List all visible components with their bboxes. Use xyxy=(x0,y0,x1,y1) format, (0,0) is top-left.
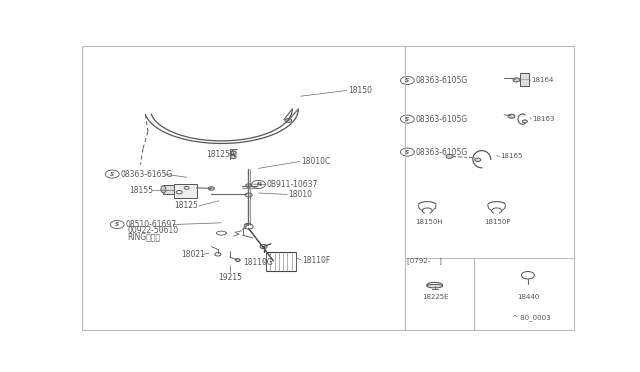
Text: 0B911-10637: 0B911-10637 xyxy=(267,180,318,189)
Text: 18150H: 18150H xyxy=(415,219,442,225)
Text: 18165: 18165 xyxy=(500,153,523,159)
Circle shape xyxy=(236,259,240,262)
Text: 08363-6105G: 08363-6105G xyxy=(416,115,468,124)
Text: S: S xyxy=(110,171,115,177)
Circle shape xyxy=(285,119,292,122)
Text: RINGリング: RINGリング xyxy=(127,232,160,241)
Text: 00922-50610: 00922-50610 xyxy=(127,226,179,235)
Text: 18150P: 18150P xyxy=(484,219,511,225)
Circle shape xyxy=(184,186,189,189)
Text: [0792-    ]: [0792- ] xyxy=(408,257,442,264)
Text: 18125: 18125 xyxy=(174,201,198,211)
Text: S: S xyxy=(405,116,410,122)
Ellipse shape xyxy=(427,284,443,288)
Text: 08363-6105G: 08363-6105G xyxy=(416,76,468,85)
Text: N: N xyxy=(256,182,261,187)
Circle shape xyxy=(246,184,252,187)
Circle shape xyxy=(522,272,534,279)
Circle shape xyxy=(176,190,182,194)
Circle shape xyxy=(209,187,214,190)
Circle shape xyxy=(230,155,236,158)
Circle shape xyxy=(252,180,266,189)
Text: 08510-61697: 08510-61697 xyxy=(125,220,177,229)
Bar xyxy=(174,183,196,198)
Text: 19215: 19215 xyxy=(218,273,242,282)
Circle shape xyxy=(401,115,414,123)
Circle shape xyxy=(401,148,414,156)
Ellipse shape xyxy=(161,186,166,193)
Text: 18010C: 18010C xyxy=(301,157,330,166)
Circle shape xyxy=(522,120,527,123)
Circle shape xyxy=(245,193,252,197)
Bar xyxy=(163,185,174,193)
Text: 18150: 18150 xyxy=(348,86,372,95)
Circle shape xyxy=(110,221,124,228)
Text: 18225E: 18225E xyxy=(422,294,449,300)
Text: S: S xyxy=(405,78,410,83)
Circle shape xyxy=(260,244,267,248)
Circle shape xyxy=(401,76,414,84)
Text: 08363-6105G: 08363-6105G xyxy=(416,148,468,157)
Circle shape xyxy=(446,154,453,158)
Circle shape xyxy=(215,253,221,256)
Circle shape xyxy=(244,224,253,229)
Text: 18163: 18163 xyxy=(532,116,555,122)
Text: ^ 80_0003: ^ 80_0003 xyxy=(511,314,550,321)
Circle shape xyxy=(230,151,236,154)
Text: 18110F: 18110F xyxy=(302,256,330,264)
Text: 18110G: 18110G xyxy=(244,259,273,267)
Text: 18164: 18164 xyxy=(531,77,554,83)
Text: 08363-6165G: 08363-6165G xyxy=(121,170,173,179)
Text: 18155: 18155 xyxy=(129,186,154,195)
Circle shape xyxy=(513,78,520,82)
Circle shape xyxy=(508,114,515,118)
Text: 18010: 18010 xyxy=(288,190,312,199)
Bar xyxy=(520,73,529,86)
Text: 18125A: 18125A xyxy=(207,150,236,158)
Text: 18021: 18021 xyxy=(182,250,205,259)
Circle shape xyxy=(106,170,119,178)
Text: 18440: 18440 xyxy=(518,294,540,300)
Text: S: S xyxy=(405,150,410,154)
Text: S: S xyxy=(115,222,119,227)
Circle shape xyxy=(475,158,481,161)
Circle shape xyxy=(244,223,251,227)
Bar xyxy=(266,252,296,271)
